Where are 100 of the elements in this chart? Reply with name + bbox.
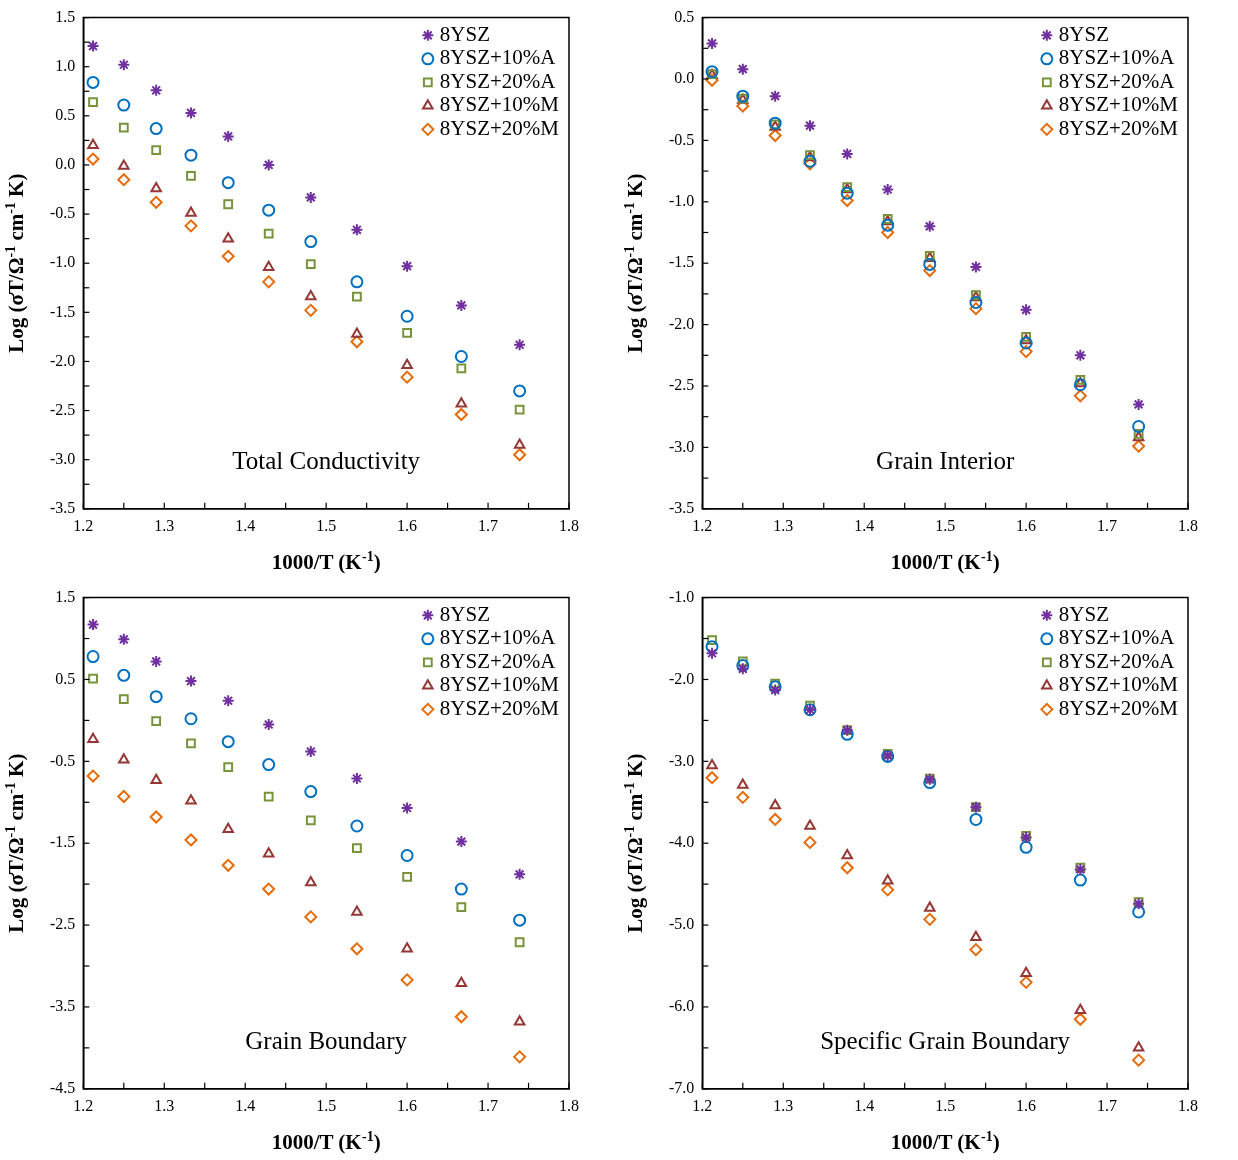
- x-tick-label: 1.8: [559, 1096, 579, 1114]
- point: [87, 138, 99, 150]
- point: [1073, 389, 1087, 403]
- x-tick-label: 1.4: [854, 516, 875, 534]
- point: [923, 912, 937, 926]
- point: [1132, 397, 1146, 411]
- legend-label: 8YSZ+10%A: [1058, 625, 1176, 650]
- point: [805, 700, 815, 711]
- point: [304, 235, 318, 249]
- y-tick-label: -1.5: [50, 302, 76, 320]
- point: [350, 819, 364, 833]
- point: [222, 822, 234, 834]
- legend-label: 8YSZ+10%A: [439, 45, 557, 70]
- point: [402, 328, 412, 338]
- point: [768, 128, 782, 142]
- point: [923, 776, 937, 790]
- point: [706, 758, 718, 770]
- legend-label: 8YSZ: [439, 601, 491, 626]
- y-tick-label: -0.5: [50, 204, 76, 222]
- x-tick-label: 1.4: [235, 1096, 256, 1114]
- point: [118, 159, 130, 170]
- point: [262, 260, 275, 271]
- point: [117, 98, 131, 112]
- y-tick-label: -3.0: [50, 449, 76, 467]
- y-tick-label: -4.5: [50, 1079, 76, 1096]
- point: [881, 226, 895, 239]
- y-tick-label: 1.5: [55, 7, 76, 25]
- point: [513, 867, 527, 881]
- point: [350, 772, 364, 786]
- y-tick-label: -2.5: [50, 400, 76, 418]
- point: [513, 338, 527, 352]
- y-tick-label: 1.0: [55, 56, 76, 74]
- x-tick-label: 1.7: [1097, 1096, 1118, 1114]
- point: [263, 228, 274, 239]
- point: [118, 122, 129, 133]
- point: [969, 302, 983, 316]
- y-tick-label: -6.0: [669, 997, 695, 1015]
- point: [222, 232, 234, 243]
- x-tick-label: 1.6: [397, 516, 418, 534]
- y-tick-label: -2.5: [50, 915, 76, 933]
- point: [304, 910, 318, 924]
- point: [185, 794, 197, 805]
- point: [400, 309, 414, 323]
- point: [221, 249, 235, 263]
- x-tick-label: 1.3: [154, 516, 175, 534]
- y-tick-label: -0.5: [669, 130, 695, 148]
- x-tick-label: 1.7: [478, 516, 499, 534]
- point: [184, 833, 198, 847]
- point: [454, 835, 468, 849]
- point: [185, 206, 197, 217]
- point: [86, 650, 100, 664]
- legend-label: 8YSZ+20%M: [439, 695, 560, 720]
- x-tick-label: 1.4: [235, 516, 256, 534]
- x-tick-label: 1.6: [1016, 516, 1037, 534]
- point: [768, 89, 782, 103]
- x-tick-label: 1.3: [154, 1096, 175, 1114]
- point: [707, 635, 717, 646]
- point: [86, 152, 100, 166]
- legend-label: 8YSZ+10%A: [439, 625, 557, 650]
- x-tick-label: 1.2: [692, 1096, 713, 1114]
- y-tick-label: -2.0: [669, 314, 695, 332]
- point: [262, 275, 276, 289]
- point: [351, 905, 363, 916]
- annotation: Total Conductivity: [232, 446, 421, 474]
- point: [262, 203, 276, 217]
- y-tick-label: -2.0: [50, 351, 76, 369]
- point: [149, 195, 163, 209]
- point: [1073, 1012, 1087, 1026]
- point: [221, 694, 235, 708]
- point: [514, 404, 525, 415]
- point: [456, 363, 467, 374]
- point: [736, 790, 750, 804]
- point: [400, 973, 414, 987]
- point: [262, 847, 275, 858]
- y-axis-title: Log (σT/Ω-1 cm-1 K): [622, 173, 648, 353]
- point: [969, 943, 983, 957]
- point: [186, 170, 196, 181]
- point: [262, 717, 276, 731]
- point: [262, 158, 276, 172]
- point: [221, 858, 235, 872]
- point: [1132, 905, 1146, 919]
- point: [1019, 975, 1033, 989]
- point: [305, 876, 317, 887]
- y-tick-label: -1.0: [50, 253, 76, 271]
- point: [840, 194, 854, 208]
- point: [923, 264, 937, 278]
- point: [514, 937, 525, 948]
- y-tick-label: -3.5: [50, 997, 76, 1015]
- legend-label: 8YSZ+10%M: [1058, 92, 1179, 117]
- point: [768, 812, 782, 826]
- y-tick-label: -5.0: [669, 915, 695, 933]
- legend-label: 8YSZ+10%M: [439, 672, 560, 697]
- point: [881, 883, 895, 897]
- point: [513, 448, 527, 462]
- point: [840, 147, 854, 161]
- y-tick-label: -4.0: [669, 833, 695, 851]
- y-tick-label: -3.0: [669, 437, 695, 455]
- point: [262, 882, 276, 896]
- point: [1132, 420, 1146, 434]
- x-tick-label: 1.2: [73, 516, 94, 534]
